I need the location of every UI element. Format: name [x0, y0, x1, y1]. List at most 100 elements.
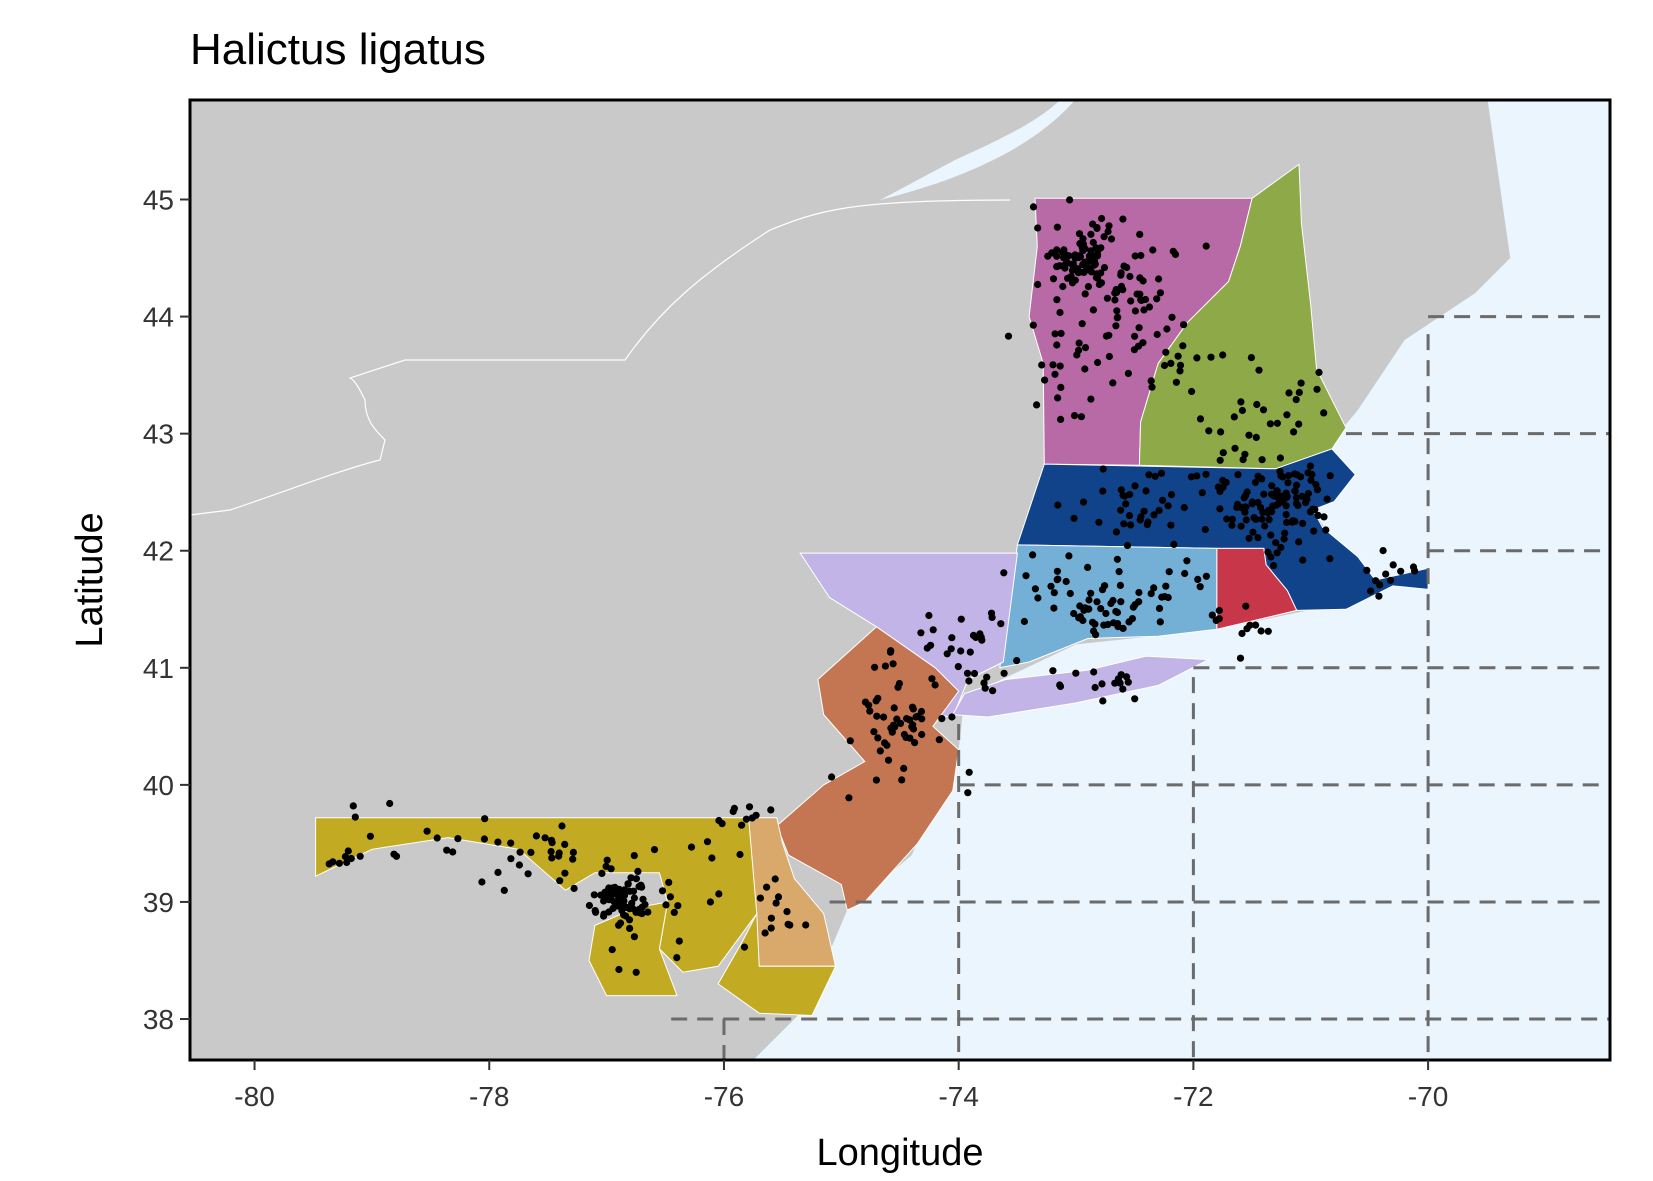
occurrence-point — [1193, 354, 1201, 362]
occurrence-point — [917, 707, 926, 716]
occurrence-point — [1245, 431, 1253, 439]
occurrence-point — [344, 847, 352, 855]
occurrence-point — [1248, 500, 1256, 508]
occurrence-point — [1223, 515, 1231, 523]
occurrence-point — [1216, 487, 1224, 495]
region-maryland-west — [315, 817, 758, 973]
occurrence-point — [1119, 491, 1127, 499]
occurrence-point — [1116, 679, 1124, 687]
occurrence-point — [935, 736, 943, 744]
occurrence-point — [1131, 482, 1139, 490]
occurrence-point — [1279, 473, 1287, 481]
occurrence-point — [1113, 307, 1121, 315]
occurrence-point — [871, 663, 879, 671]
occurrence-point — [1193, 472, 1201, 480]
occurrence-point — [1085, 257, 1093, 265]
occurrence-point — [1273, 419, 1281, 427]
occurrence-point — [1217, 428, 1225, 436]
occurrence-point — [1066, 589, 1074, 598]
occurrence-point — [1105, 352, 1113, 361]
occurrence-point — [1216, 456, 1224, 464]
occurrence-point — [1004, 332, 1013, 340]
occurrence-point — [1242, 602, 1250, 610]
st-lawrence-river — [880, 100, 1075, 200]
occurrence-point — [1155, 506, 1163, 514]
occurrence-point — [1245, 534, 1253, 542]
occurrence-point — [1049, 275, 1058, 283]
occurrence-point — [1276, 454, 1284, 462]
occurrence-point — [893, 715, 901, 723]
x-axis: -80 -78 -76 -74 -72 -70 — [234, 1060, 1448, 1112]
occurrence-point — [1022, 572, 1030, 580]
occurrence-point — [548, 839, 556, 847]
occurrence-point — [1257, 627, 1265, 635]
occurrence-point — [1231, 444, 1239, 452]
occurrence-point — [351, 813, 359, 821]
occurrence-point — [1180, 504, 1188, 512]
occurrence-point — [478, 878, 486, 886]
y-tick-label: 42 — [143, 536, 174, 567]
occurrence-point — [1150, 584, 1158, 592]
occurrence-point — [601, 888, 609, 896]
y-axis-title: Latitude — [69, 512, 111, 647]
occurrence-point — [783, 908, 791, 916]
occurrence-point — [1072, 669, 1080, 677]
occurrence-point — [866, 707, 874, 715]
occurrence-point — [928, 675, 936, 683]
region-rhode-island — [1216, 547, 1298, 630]
occurrence-point — [1155, 604, 1164, 613]
occurrence-point — [957, 647, 965, 655]
occurrence-point — [1293, 481, 1301, 489]
occurrence-point — [630, 933, 639, 941]
x-tick-label: -76 — [704, 1081, 744, 1112]
occurrence-point — [1202, 242, 1210, 250]
occurrence-point — [1059, 282, 1067, 291]
occurrence-point — [771, 875, 779, 883]
occurrence-point — [1089, 618, 1097, 626]
occurrence-point — [1302, 499, 1310, 507]
occurrence-point — [948, 634, 956, 642]
occurrence-point — [1093, 274, 1102, 282]
occurrence-point — [740, 943, 749, 951]
occurrence-point — [1113, 314, 1121, 322]
occurrence-point — [1375, 592, 1383, 600]
occurrence-point — [1034, 280, 1042, 289]
chart-title: Halictus ligatus — [190, 25, 486, 74]
occurrence-point — [1312, 481, 1320, 489]
occurrence-point — [1061, 260, 1069, 269]
occurrence-point — [423, 827, 431, 835]
occurrence-point — [1258, 475, 1266, 483]
occurrence-point — [1054, 501, 1062, 509]
occurrence-point — [1095, 518, 1103, 526]
occurrence-point — [876, 747, 884, 755]
occurrence-point — [1252, 433, 1260, 441]
occurrence-point — [1081, 344, 1090, 352]
occurrence-point — [1038, 361, 1046, 369]
occurrence-point — [872, 697, 880, 705]
occurrence-point — [1076, 268, 1084, 276]
occurrence-point — [1090, 261, 1098, 269]
occurrence-point — [977, 633, 985, 641]
occurrence-point — [1307, 476, 1315, 484]
occurrence-point — [954, 663, 962, 671]
occurrence-point — [641, 901, 649, 909]
occurrence-point — [1013, 657, 1021, 665]
occurrence-point — [1119, 685, 1127, 693]
occurrence-point — [1031, 585, 1039, 593]
occurrence-point — [687, 843, 696, 851]
occurrence-point — [1124, 678, 1132, 686]
occurrence-point — [752, 811, 760, 819]
occurrence-point — [703, 838, 712, 846]
occurrence-point — [943, 650, 951, 658]
regions-layer — [315, 163, 1429, 1017]
occurrence-point — [1207, 353, 1215, 361]
occurrence-point — [1165, 568, 1173, 576]
occurrence-point — [1386, 576, 1395, 585]
occurrence-point — [1131, 601, 1139, 609]
occurrence-point — [1183, 557, 1191, 565]
occurrence-point — [1266, 420, 1274, 428]
occurrence-point — [629, 887, 638, 895]
y-tick-label: 39 — [143, 887, 174, 918]
occurrence-point — [1162, 582, 1170, 590]
occurrence-point — [898, 776, 906, 784]
